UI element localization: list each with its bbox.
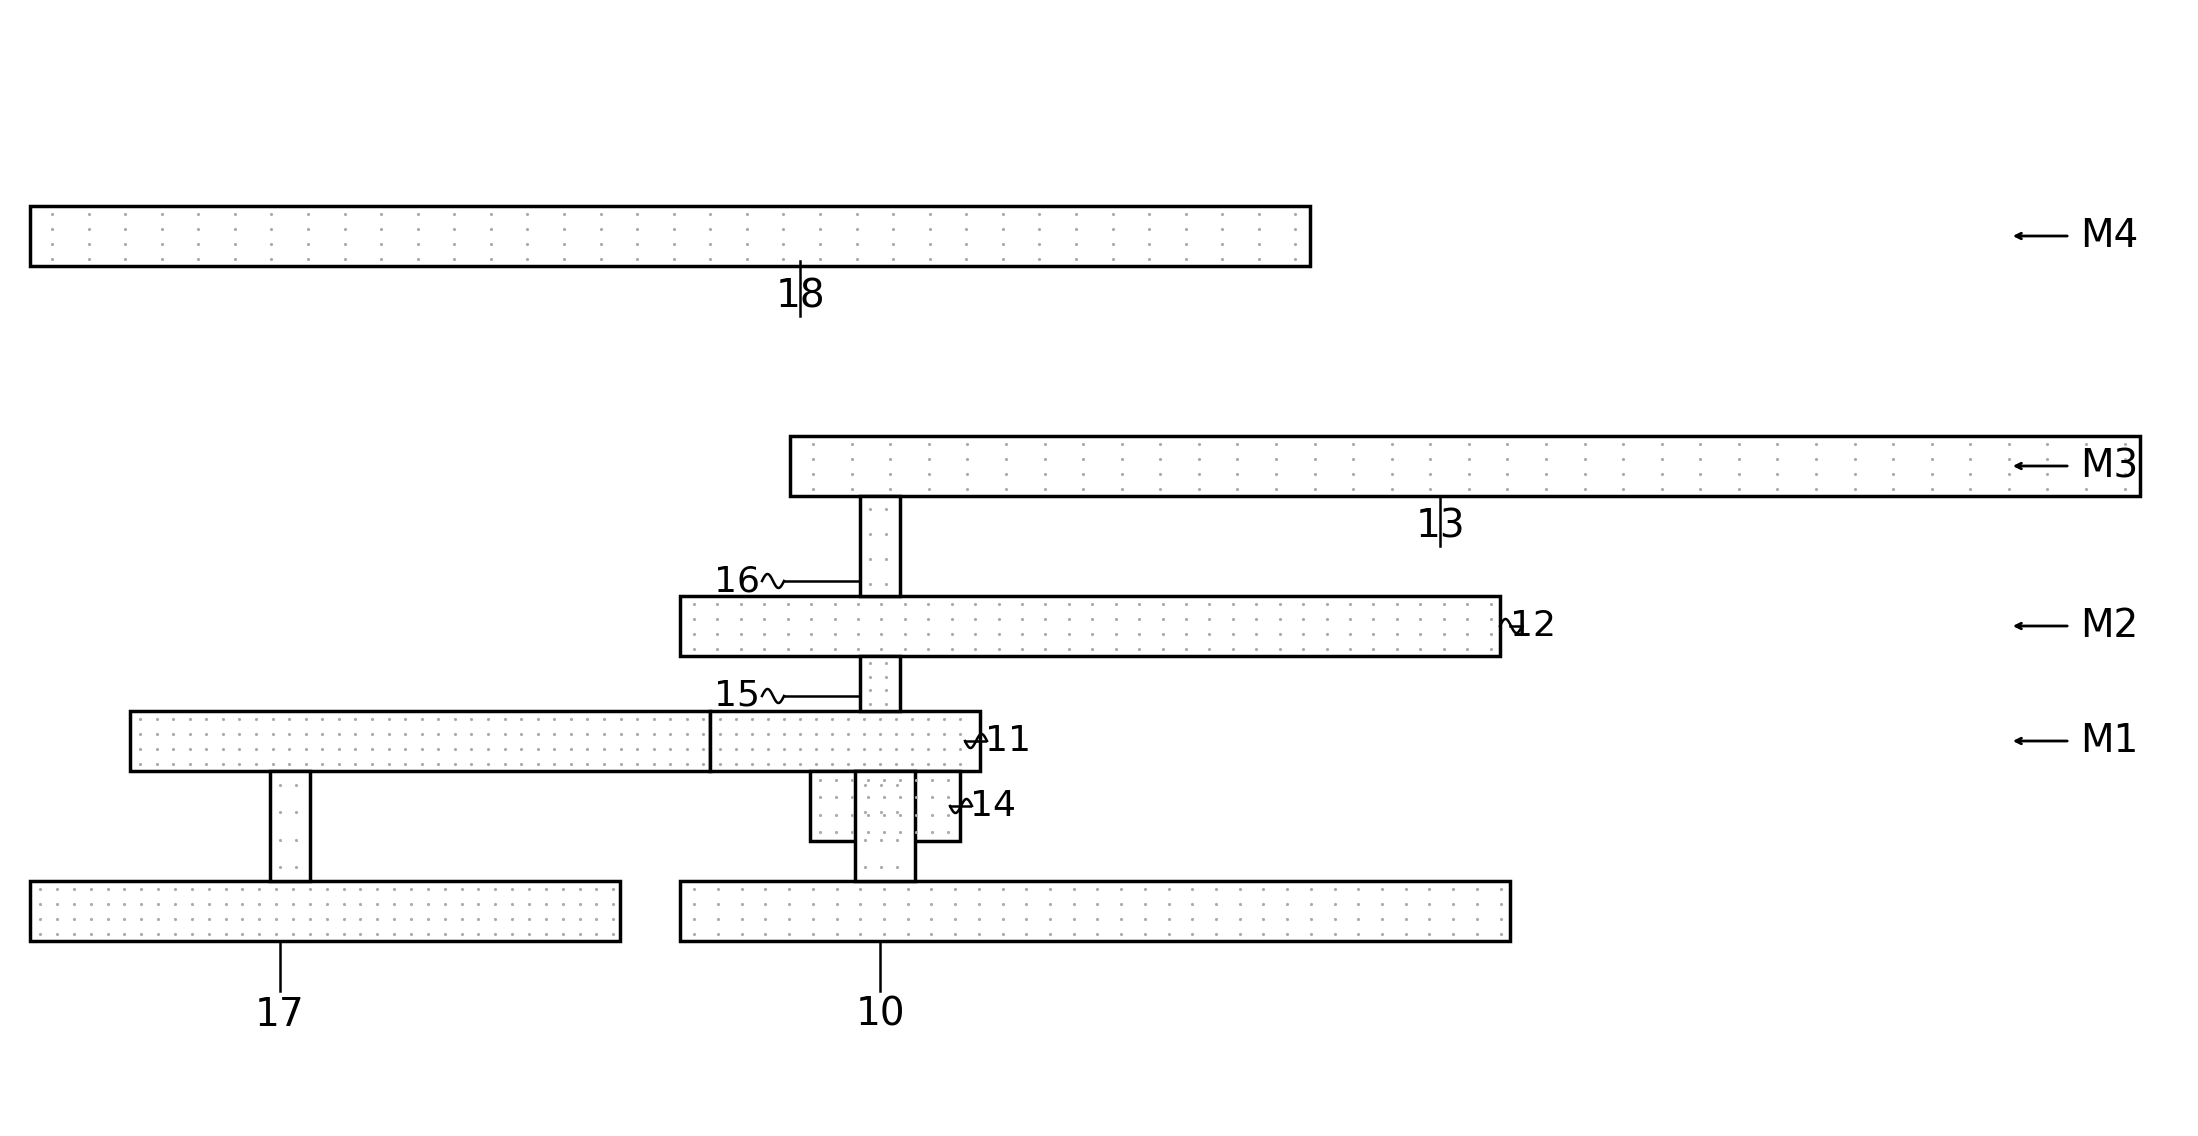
Bar xyxy=(31,882,620,941)
Bar xyxy=(859,655,899,711)
Text: M3: M3 xyxy=(2079,446,2139,485)
Text: M1: M1 xyxy=(2079,722,2139,760)
Text: 11: 11 xyxy=(985,724,1031,758)
Bar xyxy=(859,496,899,596)
Text: 15: 15 xyxy=(714,679,761,713)
Text: 16: 16 xyxy=(714,563,761,598)
Bar xyxy=(130,711,710,771)
Text: 18: 18 xyxy=(776,278,824,316)
Bar xyxy=(789,436,2141,496)
Bar xyxy=(270,771,310,882)
Bar xyxy=(855,771,914,882)
Text: 13: 13 xyxy=(1416,508,1464,546)
Bar xyxy=(710,711,980,771)
Text: 14: 14 xyxy=(969,790,1015,822)
Bar xyxy=(679,882,1510,941)
Bar xyxy=(31,206,1310,266)
Text: 10: 10 xyxy=(855,996,906,1034)
Text: 12: 12 xyxy=(1510,609,1556,643)
Bar xyxy=(811,771,961,841)
Bar xyxy=(679,596,1499,655)
Text: M2: M2 xyxy=(2079,607,2139,645)
Text: 17: 17 xyxy=(255,996,306,1034)
Text: M4: M4 xyxy=(2079,217,2139,254)
